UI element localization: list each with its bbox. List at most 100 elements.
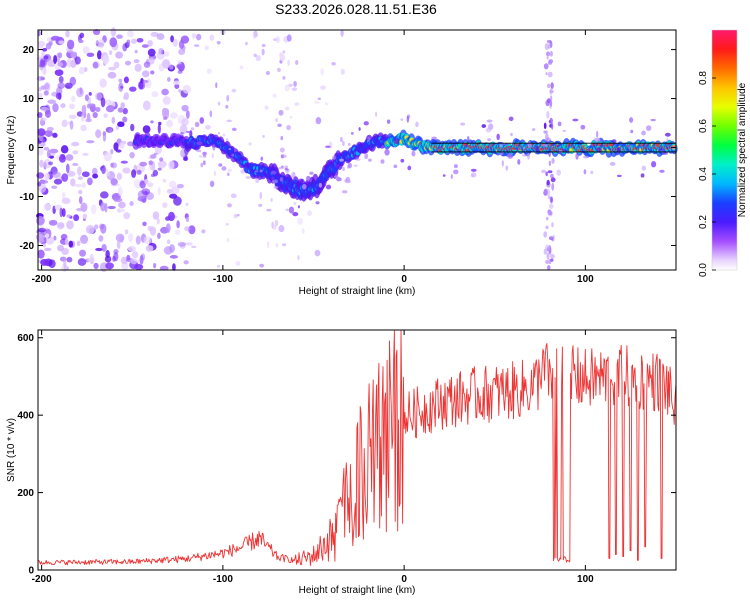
noise-speckle [415, 121, 419, 128]
noise-speckle [112, 255, 116, 262]
noise-speckle [272, 179, 279, 184]
noise-speckle [54, 69, 64, 76]
noise-speckle [109, 50, 113, 56]
noise-speckle [39, 159, 44, 168]
noise-speckle [549, 88, 552, 96]
noise-speckle [158, 121, 162, 126]
noise-speckle [226, 119, 232, 123]
noise-speckle [133, 59, 140, 64]
noise-speckle [261, 48, 265, 56]
noise-speckle [78, 39, 84, 44]
noise-speckle [83, 67, 88, 72]
noise-speckle [170, 35, 174, 43]
noise-speckle [61, 191, 66, 200]
noise-speckle [218, 163, 223, 167]
noise-speckle [363, 121, 369, 126]
noise-speckle [68, 240, 74, 248]
noise-speckle [292, 211, 299, 217]
noise-speckle [156, 218, 160, 225]
noise-speckle [535, 145, 539, 152]
noise-speckle [203, 136, 207, 140]
noise-speckle [279, 54, 286, 62]
noise-speckle [196, 149, 202, 153]
noise-speckle [331, 61, 336, 66]
noise-speckle [546, 265, 551, 271]
spectrogram-frame [37, 29, 677, 271]
noise-speckle [658, 148, 663, 151]
noise-speckle [281, 154, 287, 158]
noise-speckle [282, 50, 286, 54]
noise-speckle [551, 157, 555, 164]
noise-speckle [340, 29, 344, 37]
noise-speckle [551, 222, 554, 228]
noise-speckle [61, 247, 70, 256]
noise-speckle [130, 123, 135, 132]
noise-speckle [79, 32, 85, 39]
noise-speckle [76, 87, 84, 98]
noise-speckle [69, 76, 77, 86]
noise-speckle [58, 75, 64, 84]
noise-speckle [547, 83, 551, 89]
noise-speckle [92, 61, 99, 69]
y-tick-label: 20 [23, 45, 35, 56]
noise-speckle [113, 61, 120, 69]
noise-speckle [45, 233, 50, 239]
noise-speckle [248, 142, 252, 146]
colorbar-gradient [712, 30, 737, 270]
noise-speckle [501, 160, 504, 167]
noise-speckle [222, 133, 226, 137]
noise-speckle [116, 172, 123, 181]
noise-speckle [149, 226, 157, 236]
noise-speckle [274, 219, 279, 227]
noise-speckle [342, 166, 345, 172]
y-tick-label: 10 [23, 94, 35, 105]
noise-speckle [342, 140, 345, 147]
noise-speckle [118, 142, 125, 149]
noise-speckle [289, 115, 293, 119]
noise-speckle [70, 59, 77, 68]
noise-speckle [545, 225, 549, 230]
noise-speckle [124, 229, 129, 235]
noise-speckle [548, 236, 554, 241]
noise-speckle [216, 265, 221, 268]
noise-speckle [43, 158, 52, 169]
noise-speckle [113, 197, 123, 203]
noise-speckle [254, 170, 259, 173]
noise-speckle [43, 55, 49, 60]
noise-speckle [213, 170, 216, 177]
noise-speckle [202, 151, 207, 156]
noise-speckle [182, 156, 189, 162]
noise-speckle [108, 66, 117, 71]
noise-speckle [80, 234, 89, 245]
noise-speckle [64, 238, 69, 246]
noise-speckle [302, 183, 307, 190]
noise-speckle [276, 67, 281, 73]
noise-speckle [173, 80, 181, 85]
noise-speckle [380, 159, 385, 164]
noise-speckle [103, 113, 108, 118]
noise-speckle [95, 92, 103, 101]
noise-speckle [630, 129, 634, 134]
spectrogram-x-label: Height of straight line (km) [299, 286, 416, 297]
noise-speckle [139, 254, 144, 265]
noise-speckle [157, 167, 162, 171]
noise-speckle [545, 72, 548, 76]
noise-speckle [99, 78, 107, 88]
colorbar-tick-label: 0.0 [698, 263, 709, 277]
noise-speckle [546, 39, 552, 44]
noise-speckle [325, 145, 331, 148]
noise-speckle [245, 41, 248, 46]
noise-speckle [53, 235, 57, 241]
noise-speckle [139, 180, 146, 189]
noise-speckle [134, 49, 138, 54]
noise-speckle [88, 92, 92, 96]
noise-speckle [545, 99, 550, 107]
noise-speckle [148, 160, 154, 166]
noise-speckle [55, 92, 62, 100]
x-tick-label: 100 [577, 574, 594, 585]
noise-speckle [650, 118, 656, 122]
noise-speckle [334, 164, 340, 168]
noise-speckle [71, 141, 80, 147]
noise-speckle [108, 128, 113, 133]
